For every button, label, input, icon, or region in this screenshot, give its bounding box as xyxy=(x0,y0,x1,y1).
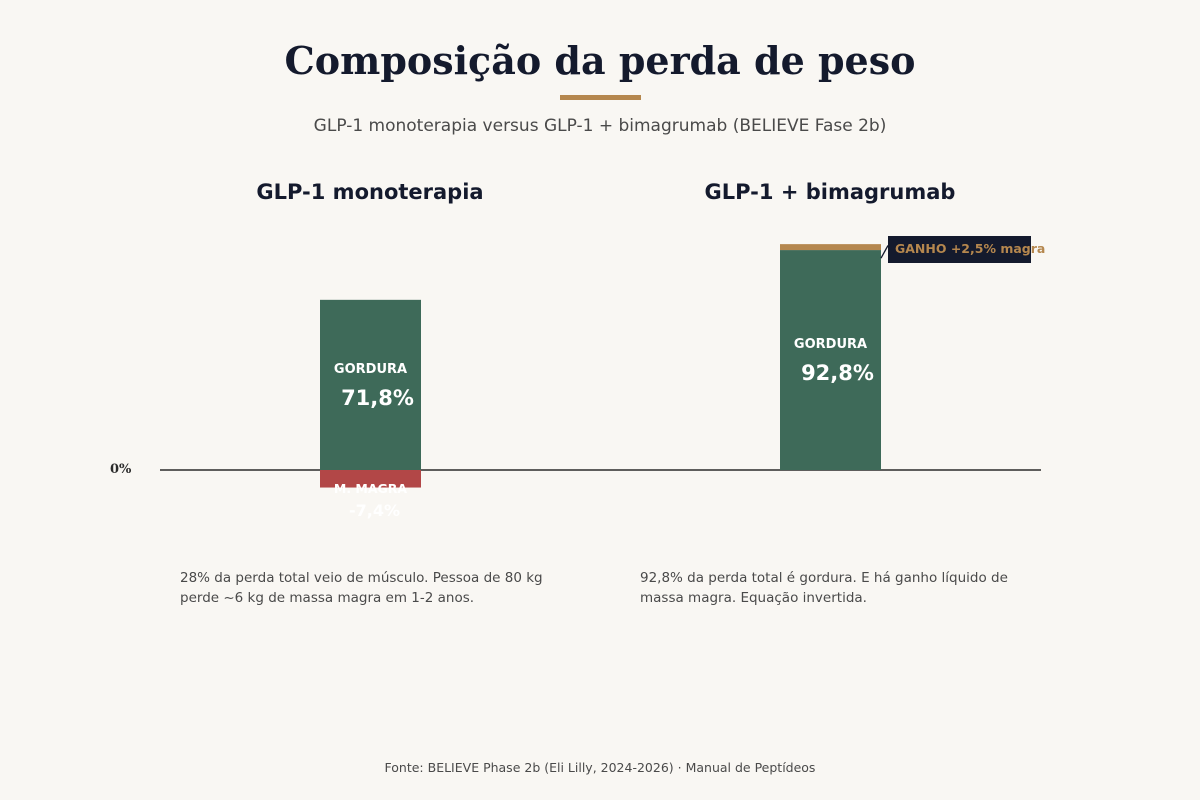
bar-monotherapy-fat-value-label: 71,8% xyxy=(341,386,414,410)
bar-combination-fat xyxy=(780,250,881,470)
source-footer: Fonte: BELIEVE Phase 2b (Eli Lilly, 2024… xyxy=(384,760,816,775)
bar-monotherapy-lean-value-label: -7,4% xyxy=(349,501,400,520)
zero-axis-label: 0% xyxy=(110,462,132,477)
bar-monotherapy-lean-name-label: M. MAGRA xyxy=(334,481,408,496)
page-subtitle: GLP-1 monoterapia versus GLP-1 + bimagru… xyxy=(313,116,887,136)
panel-title-monotherapy: GLP-1 monoterapia xyxy=(256,180,484,204)
bar-monotherapy-fat xyxy=(320,299,421,470)
annotation-label: GANHO +2,5% magra xyxy=(895,241,1045,256)
title-underline xyxy=(560,95,641,100)
bar-monotherapy-fat-name-label: GORDURA xyxy=(334,362,407,377)
bar-combination-lean_gain xyxy=(780,244,881,251)
bar-combination-fat-name-label: GORDURA xyxy=(794,337,867,352)
bar-combination-fat-value-label: 92,8% xyxy=(801,361,874,385)
panel-note-combination: 92,8% da perda total é gordura. E há gan… xyxy=(640,570,1008,606)
page-title: Composição da perda de peso xyxy=(284,38,916,83)
bars-layer: GORDURA 71,8% M. MAGRA -7,4% GORDURA 92,8% GAN… xyxy=(320,236,1045,520)
panel-title-combination: GLP-1 + bimagrumab xyxy=(704,180,956,204)
annotation-leader-line xyxy=(880,245,889,259)
panel-note-monotherapy: 28% da perda total veio de músculo. Pess… xyxy=(180,570,543,606)
bar-monotherapy-lean_loss xyxy=(320,470,421,488)
annotation-box xyxy=(888,236,1031,263)
